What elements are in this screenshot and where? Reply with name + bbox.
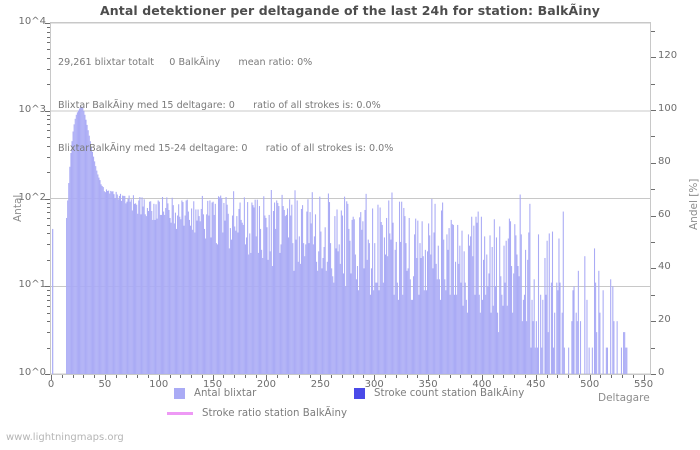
y-axis-right-tick-label: 20: [658, 314, 671, 326]
legend-entry-antal-blixtar[interactable]: Antal blixtar: [174, 388, 256, 399]
axis-tick-mark: [633, 375, 634, 378]
axis-tick-mark: [611, 375, 612, 378]
axis-tick-mark: [651, 31, 655, 32]
axis-tick-mark: [116, 375, 117, 378]
legend-label-stroke-ratio: Stroke ratio station BalkÃiny: [202, 408, 347, 419]
axis-tick-mark: [651, 84, 655, 85]
axis-tick-mark: [471, 375, 472, 378]
axis-tick-mark: [385, 375, 386, 378]
y-axis-left-tick-label: 10^3: [18, 103, 46, 115]
axis-tick-mark: [651, 110, 656, 111]
axis-tick-mark: [651, 136, 655, 137]
axis-tick-mark: [266, 375, 267, 380]
axis-tick-mark: [428, 375, 429, 380]
axis-tick-mark: [547, 375, 548, 378]
axis-tick-mark: [644, 375, 645, 380]
y-axis-right-label: Andel [%]: [688, 178, 700, 230]
axis-tick-mark: [202, 375, 203, 378]
axis-tick-mark: [514, 375, 515, 378]
axis-tick-mark: [651, 348, 655, 349]
y-axis-left-label: Antal: [12, 194, 24, 222]
axis-tick-mark: [568, 375, 569, 378]
legend-entry-stroke-ratio[interactable]: Stroke ratio station BalkÃiny: [167, 408, 347, 419]
chart-title: Antal detektioner per deltagande of the …: [100, 3, 600, 18]
legend-label-stroke-count: Stroke count station BalkÃiny: [374, 388, 525, 399]
axis-tick-mark: [234, 375, 235, 378]
axis-tick-mark: [105, 375, 106, 380]
axis-tick-mark: [320, 375, 321, 380]
axis-tick-mark: [557, 375, 558, 378]
axis-tick-mark: [353, 375, 354, 378]
axis-tick-mark: [245, 375, 246, 378]
axis-tick-mark: [374, 375, 375, 380]
axis-tick-mark: [450, 375, 451, 378]
axis-tick-mark: [51, 375, 52, 380]
watermark: www.lightningmaps.org: [6, 432, 124, 443]
axis-tick-mark: [62, 375, 63, 378]
y-axis-right-tick-label: 120: [658, 50, 678, 62]
axis-tick-mark: [482, 375, 483, 380]
axis-tick-mark: [191, 375, 192, 378]
y-axis-right-tick-label: 80: [658, 155, 671, 167]
axis-tick-mark: [310, 375, 311, 378]
legend-swatch-stroke-ratio: [167, 412, 193, 415]
axis-tick-mark: [536, 375, 537, 380]
plot-area: [50, 22, 651, 375]
axis-tick-mark: [299, 375, 300, 378]
axis-tick-mark: [493, 375, 494, 378]
y-axis-right-tick-label: 40: [658, 261, 671, 273]
legend-label-antal-blixtar: Antal blixtar: [194, 388, 257, 399]
axis-tick-mark: [288, 375, 289, 378]
histogram-bars: [52, 106, 628, 374]
axis-tick-mark: [170, 375, 171, 378]
legend-swatch-stroke-count: [354, 388, 365, 399]
axis-tick-mark: [137, 375, 138, 378]
axis-tick-mark: [213, 375, 214, 380]
axis-tick-mark: [396, 375, 397, 378]
axis-tick-mark: [651, 268, 656, 269]
axis-tick-mark: [590, 375, 591, 380]
y-axis-right-tick-label: 100: [658, 103, 678, 115]
legend-swatch-antal-blixtar: [174, 388, 185, 399]
axis-tick-mark: [342, 375, 343, 378]
axis-tick-mark: [417, 375, 418, 378]
axis-tick-mark: [126, 375, 127, 378]
axis-tick-mark: [363, 375, 364, 378]
axis-tick-mark: [277, 375, 278, 378]
axis-tick-mark: [651, 321, 656, 322]
histogram-plot: [51, 23, 650, 374]
axis-tick-mark: [651, 57, 656, 58]
axis-tick-mark: [622, 375, 623, 378]
x-axis-label: Deltagare: [598, 392, 650, 404]
axis-tick-mark: [180, 375, 181, 378]
axis-tick-mark: [83, 375, 84, 378]
axis-tick-mark: [651, 163, 656, 164]
axis-tick-mark: [651, 374, 656, 375]
chart-legend: Antal blixtar Stroke count station BalkÃ…: [50, 386, 651, 430]
axis-tick-mark: [148, 375, 149, 378]
axis-tick-mark: [579, 375, 580, 378]
legend-entry-stroke-count[interactable]: Stroke count station BalkÃiny: [354, 388, 524, 399]
axis-tick-mark: [73, 375, 74, 378]
axis-tick-mark: [460, 375, 461, 378]
axis-tick-mark: [439, 375, 440, 378]
axis-tick-mark: [256, 375, 257, 378]
y-axis-right-tick-label: 0: [658, 367, 665, 378]
axis-tick-mark: [651, 216, 656, 217]
axis-tick-mark: [159, 375, 160, 380]
axis-tick-mark: [651, 242, 655, 243]
axis-tick-mark: [331, 375, 332, 378]
axis-tick-mark: [525, 375, 526, 378]
axis-tick-mark: [223, 375, 224, 378]
y-axis-left-tick-label: 10^1: [18, 279, 46, 291]
axis-tick-mark: [407, 375, 408, 378]
y-axis-left-tick-label: 10^0: [18, 367, 46, 378]
axis-tick-mark: [600, 375, 601, 378]
axis-tick-mark: [651, 295, 655, 296]
axis-tick-mark: [94, 375, 95, 378]
axis-tick-mark: [651, 189, 655, 190]
axis-tick-mark: [503, 375, 504, 378]
